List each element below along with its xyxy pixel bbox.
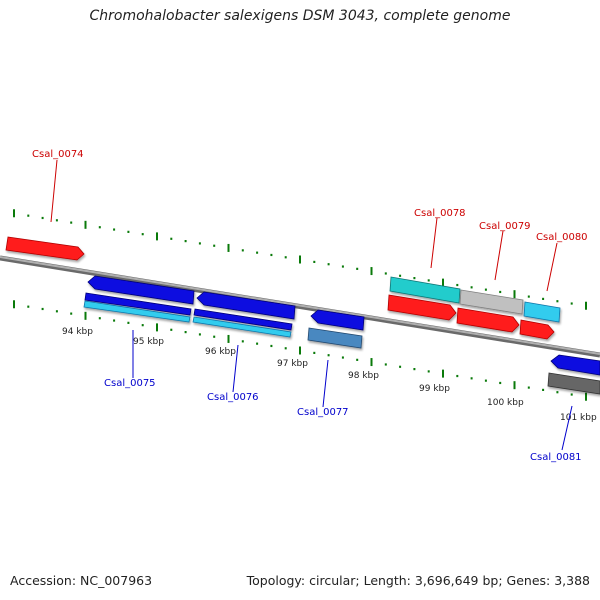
genome-title: Chromohalobacter salexigens DSM 3043, co… <box>89 8 511 24</box>
scale-label-94: 94 kbp <box>62 327 93 337</box>
gene-csal-0081[interactable] <box>550 354 600 376</box>
gene-csal-0076b[interactable] <box>193 308 293 331</box>
genome-backbone <box>0 255 600 358</box>
gene-csal-0080[interactable] <box>523 301 561 323</box>
strand-tracks <box>13 209 587 401</box>
gene-csal-0076[interactable] <box>196 291 296 320</box>
gene-csal-0079[interactable] <box>459 289 524 315</box>
gene-label-csal-0075[interactable]: Csal_0075 <box>104 378 156 389</box>
scale-label-95: 95 kbp <box>133 337 164 347</box>
gene-labels: Csal_0074 Csal_0075 Csal_0076 Csal_0077 … <box>32 149 588 463</box>
gene-csal-0081b[interactable] <box>547 372 600 395</box>
scale-label-96: 96 kbp <box>205 347 236 357</box>
gene-red-1[interactable] <box>387 294 457 321</box>
scale-label-99: 99 kbp <box>419 384 450 394</box>
scale-label-101: 101 kbp <box>560 413 597 423</box>
genes <box>5 236 600 395</box>
gene-csal-0075b[interactable] <box>84 292 192 316</box>
gene-csal-0077b[interactable] <box>307 327 363 349</box>
gene-red-3[interactable] <box>519 319 555 340</box>
scale-label-100: 100 kbp <box>487 398 524 408</box>
gene-csal-0077[interactable] <box>310 309 365 331</box>
gene-csal-0078[interactable] <box>389 276 461 304</box>
gene-red-2[interactable] <box>456 307 520 333</box>
gene-label-csal-0077[interactable]: Csal_0077 <box>297 407 349 418</box>
gene-csal-0075[interactable] <box>87 275 195 305</box>
gene-label-csal-0078[interactable]: Csal_0078 <box>414 208 466 219</box>
scale-labels: 94 kbp 95 kbp 96 kbp 97 kbp 98 kbp 99 kb… <box>62 327 597 423</box>
gene-label-csal-0081[interactable]: Csal_0081 <box>530 452 582 463</box>
summary-text: Topology: circular; Length: 3,696,649 bp… <box>246 573 590 588</box>
gene-label-csal-0080[interactable]: Csal_0080 <box>536 232 588 243</box>
scale-label-97: 97 kbp <box>277 359 308 369</box>
gene-label-csal-0076[interactable]: Csal_0076 <box>207 392 259 403</box>
gene-label-csal-0079[interactable]: Csal_0079 <box>479 221 531 232</box>
gene-label-csal-0074[interactable]: Csal_0074 <box>32 149 84 160</box>
label-leaders <box>50 159 573 451</box>
gene-csal-0075c[interactable] <box>83 300 191 323</box>
gene-csal-0076c[interactable] <box>192 316 292 338</box>
accession-text: Accession: NC_007963 <box>10 573 153 588</box>
scale-label-98: 98 kbp <box>348 371 379 381</box>
gene-csal-0074[interactable] <box>5 236 85 261</box>
